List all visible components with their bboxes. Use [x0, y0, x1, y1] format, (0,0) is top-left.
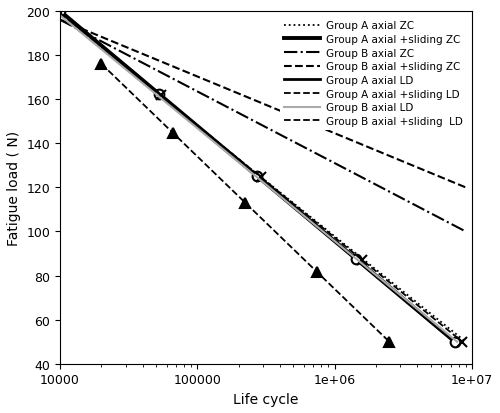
Group B axial +sliding ZC — [252, 99, 258, 104]
Line: Group A axial ZC: Group A axial ZC — [60, 17, 466, 342]
Group B axial ZC — [453, 224, 459, 229]
Group B axial ZC — [462, 230, 468, 235]
Group B axial +sliding  LD — [235, 194, 241, 199]
Group B axial ZC — [298, 144, 304, 149]
Group B axial LD — [454, 339, 460, 344]
Group A axial ZC — [252, 171, 258, 176]
Legend: Group A axial ZC, Group A axial +sliding ZC, Group B axial ZC, Group B axial +sl: Group A axial ZC, Group A axial +sliding… — [280, 17, 466, 131]
Group A axial LD — [442, 332, 448, 337]
Group B axial LD — [294, 208, 300, 213]
Group A axial ZC — [462, 339, 468, 344]
Line: Group B axial LD: Group B axial LD — [60, 17, 457, 342]
Group A axial +sliding LD — [274, 189, 280, 194]
Group B axial LD — [246, 169, 252, 173]
Group B axial +sliding  LD — [386, 339, 392, 344]
Group A axial LD — [292, 206, 298, 211]
Group B axial LD — [248, 171, 254, 176]
Group A axial LD — [57, 9, 63, 14]
Group B axial ZC — [57, 18, 63, 23]
Group A axial ZC — [390, 281, 396, 286]
Group B axial +sliding  LD — [237, 195, 243, 200]
Group A axial ZC — [453, 332, 459, 337]
Group A axial LD — [244, 166, 250, 171]
Line: Group B axial +sliding ZC: Group B axial +sliding ZC — [60, 21, 466, 188]
X-axis label: Life cycle: Life cycle — [234, 392, 298, 406]
Group B axial +sliding  LD — [380, 333, 386, 338]
Group B axial +sliding ZC — [298, 118, 304, 123]
Group B axial ZC — [252, 120, 258, 125]
Group B axial +sliding  LD — [270, 227, 276, 232]
Group A axial ZC — [57, 14, 63, 19]
Group B axial +sliding ZC — [276, 109, 282, 114]
Group B axial ZC — [250, 119, 256, 123]
Group A axial LD — [270, 188, 276, 193]
Group B axial +sliding  LD — [98, 62, 104, 67]
Group A axial +sliding LD — [296, 207, 302, 212]
Group B axial +sliding  LD — [254, 212, 260, 217]
Group B axial ZC — [390, 191, 396, 196]
Group A axial ZC — [276, 190, 282, 195]
Group B axial +sliding ZC — [462, 185, 468, 190]
Group A axial ZC — [298, 208, 304, 213]
Group A axial +sliding ZC — [57, 9, 63, 14]
Group B axial ZC — [276, 133, 282, 138]
Line: Group A axial LD: Group A axial LD — [60, 12, 455, 342]
Group A axial +sliding LD — [248, 167, 254, 172]
Group B axial LD — [57, 14, 63, 19]
Group B axial +sliding ZC — [390, 155, 396, 160]
Group A axial LD — [452, 339, 458, 344]
Line: Group A axial +sliding ZC: Group A axial +sliding ZC — [60, 12, 455, 342]
Group B axial +sliding ZC — [57, 18, 63, 23]
Group A axial +sliding ZC — [247, 168, 253, 173]
Group B axial LD — [382, 281, 388, 286]
Group A axial +sliding LD — [450, 332, 456, 337]
Line: Group B axial ZC: Group B axial ZC — [60, 21, 466, 232]
Group A axial +sliding ZC — [270, 188, 276, 193]
Group A axial +sliding ZC — [380, 280, 386, 285]
Group B axial LD — [444, 332, 450, 337]
Group A axial +sliding LD — [57, 12, 63, 17]
Group A axial LD — [380, 280, 386, 285]
Group A axial +sliding ZC — [292, 206, 298, 211]
Group A axial ZC — [250, 169, 256, 173]
Group A axial +sliding LD — [250, 169, 256, 174]
Group B axial +sliding ZC — [250, 97, 256, 102]
Group A axial +sliding LD — [386, 280, 392, 285]
Line: Group B axial +sliding  LD: Group B axial +sliding LD — [102, 65, 390, 342]
Y-axis label: Fatigue load ( N): Fatigue load ( N) — [7, 131, 21, 245]
Line: Group A axial +sliding LD: Group A axial +sliding LD — [60, 14, 462, 342]
Group A axial LD — [247, 168, 253, 173]
Group A axial +sliding ZC — [452, 339, 458, 344]
Group A axial +sliding LD — [459, 339, 465, 344]
Group A axial +sliding ZC — [244, 166, 250, 171]
Group A axial +sliding ZC — [442, 332, 448, 337]
Group B axial +sliding  LD — [334, 290, 340, 294]
Group B axial LD — [272, 190, 278, 195]
Group B axial +sliding ZC — [453, 181, 459, 186]
